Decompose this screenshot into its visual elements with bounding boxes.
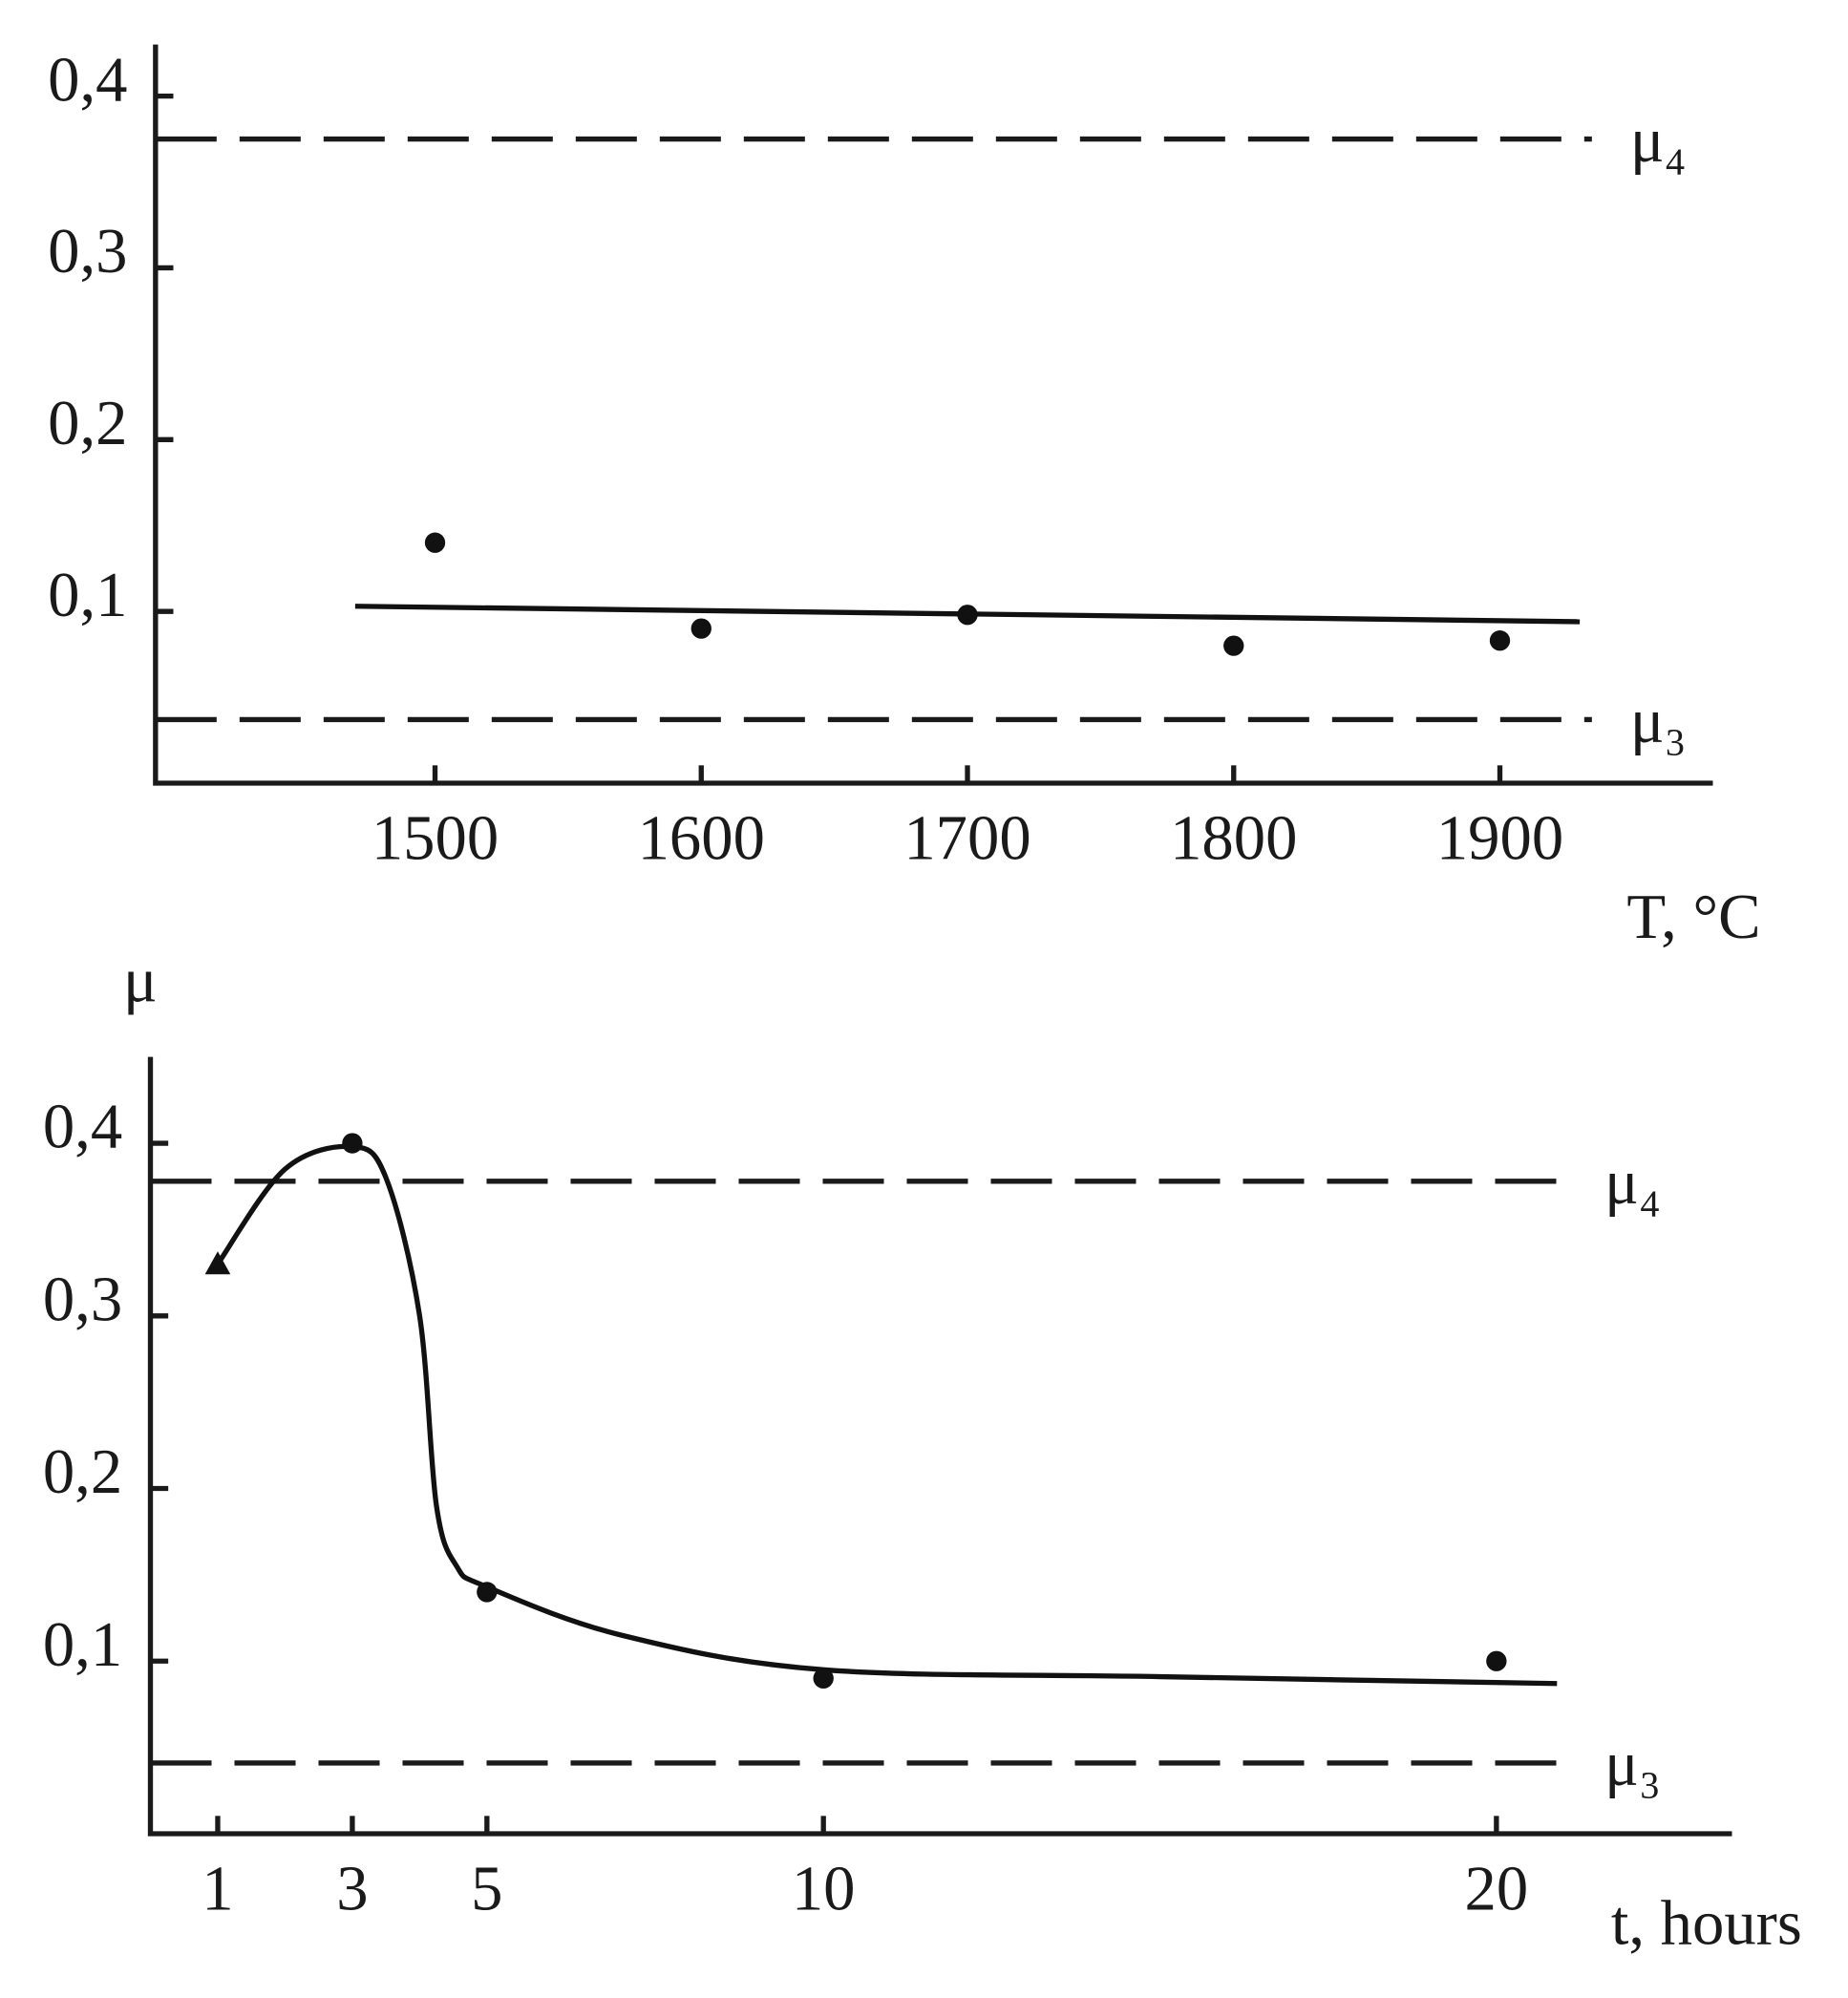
x-tick-label: 20 — [1465, 1854, 1529, 1924]
y-tick-label: 0,3 — [48, 217, 127, 287]
fit-curve — [215, 1143, 1558, 1687]
reference-label: μ₃ — [1604, 1730, 1661, 1799]
y-axis-label: μ — [123, 946, 158, 1016]
data-point — [477, 1582, 498, 1603]
reference-label: μ₄ — [1604, 1148, 1661, 1218]
x-tick-label: 10 — [792, 1854, 856, 1924]
data-point — [1223, 635, 1244, 656]
x-tick-label: 1600 — [638, 803, 765, 873]
x-axis-label: T, °C — [1626, 882, 1760, 952]
reference-label: μ₃ — [1630, 687, 1687, 756]
x-tick-label: 1 — [202, 1854, 233, 1924]
x-axis-label: t, hours — [1611, 1888, 1802, 1958]
y-tick-label: 0,1 — [48, 561, 127, 630]
y-tick-label: 0,3 — [43, 1265, 122, 1334]
y-tick-label: 0,4 — [48, 45, 127, 115]
data-point — [424, 532, 446, 553]
data-point — [957, 605, 978, 626]
x-tick-label: 1700 — [903, 803, 1030, 873]
y-tick-label: 0,2 — [48, 389, 127, 458]
data-point — [1486, 1650, 1507, 1671]
reference-label: μ₄ — [1630, 106, 1687, 176]
x-tick-label: 3 — [336, 1854, 368, 1924]
axes — [153, 44, 1713, 786]
x-tick-label: 1800 — [1170, 803, 1297, 873]
x-tick-label: 5 — [471, 1854, 502, 1924]
data-point — [1489, 630, 1511, 651]
data-point — [690, 618, 712, 639]
x-tick-label: 1500 — [372, 803, 499, 873]
data-point — [204, 1251, 231, 1275]
axes — [147, 1056, 1732, 1837]
data-point — [813, 1668, 834, 1689]
y-tick-label: 0,2 — [43, 1437, 122, 1507]
data-point — [342, 1133, 363, 1154]
y-tick-label: 0,1 — [43, 1610, 122, 1680]
y-tick-label: 0,4 — [43, 1093, 122, 1162]
x-tick-label: 1900 — [1436, 803, 1563, 873]
